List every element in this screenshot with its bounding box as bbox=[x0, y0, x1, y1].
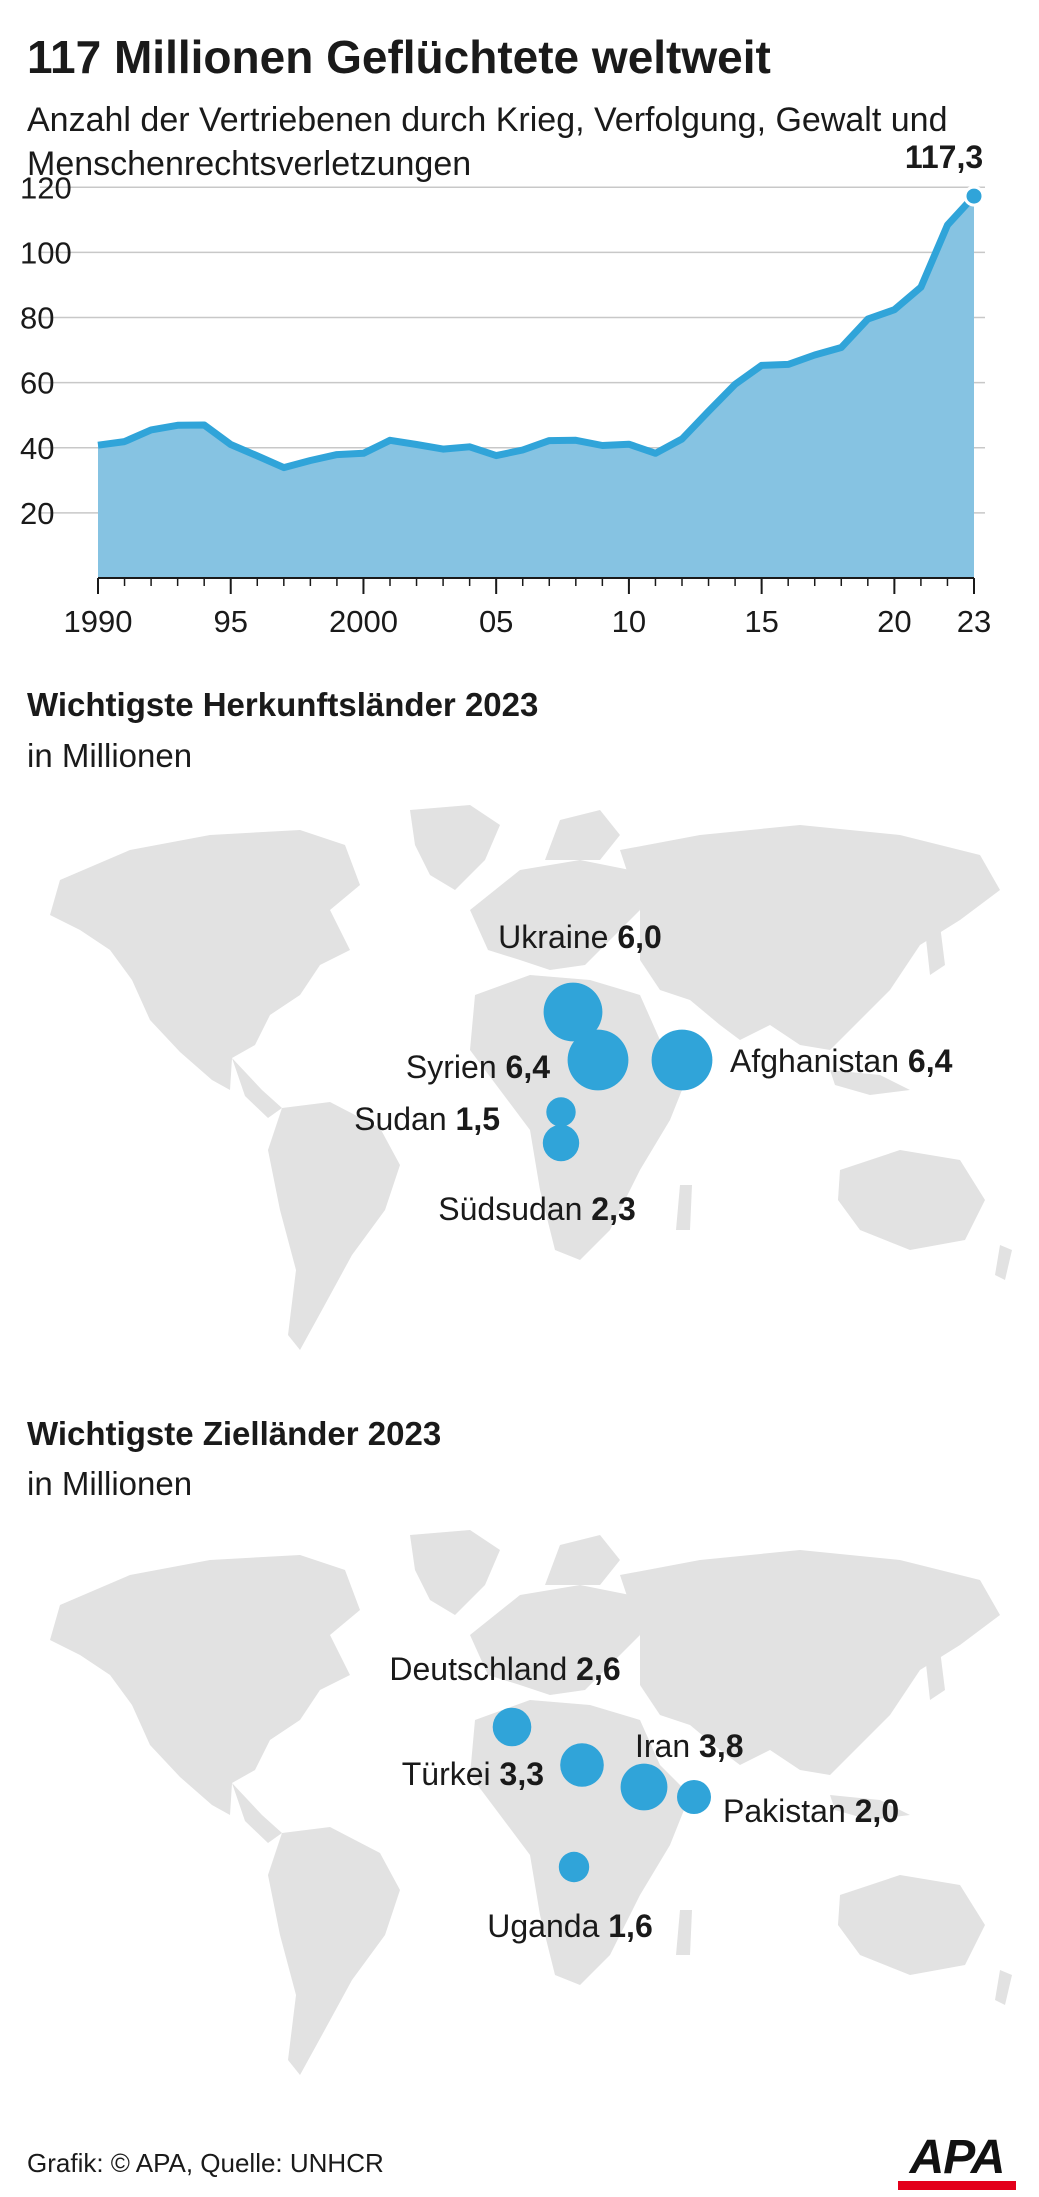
y-tick-label: 40 bbox=[20, 431, 54, 466]
land-shape bbox=[676, 1185, 692, 1230]
y-tick-label: 80 bbox=[20, 301, 54, 336]
land-shape bbox=[995, 1970, 1012, 2005]
x-tick-label: 05 bbox=[479, 604, 513, 639]
land-shape bbox=[925, 925, 945, 975]
country-value: 6,4 bbox=[908, 1043, 953, 1079]
bubble-deutschland bbox=[492, 1707, 532, 1747]
x-tick-label: 2000 bbox=[329, 604, 398, 639]
y-tick-label: 100 bbox=[20, 235, 72, 270]
land-shape bbox=[830, 1795, 910, 1820]
country-name: Syrien bbox=[406, 1049, 506, 1085]
country-value: 3,3 bbox=[500, 1756, 544, 1792]
bubble-label: Südsudan 2,3 bbox=[438, 1191, 636, 1227]
land-shape bbox=[232, 1058, 282, 1118]
x-tick-label: 20 bbox=[877, 604, 911, 639]
bubble-label: Afghanistan 6,4 bbox=[730, 1043, 953, 1079]
highlight-point bbox=[963, 185, 985, 207]
bubble-afghanistan bbox=[651, 1029, 713, 1091]
map-land bbox=[50, 805, 1012, 1350]
bubble-südsudan bbox=[542, 1124, 580, 1162]
country-value: 1,5 bbox=[456, 1101, 500, 1137]
land-shape bbox=[232, 1783, 282, 1843]
x-tick-label: 1990 bbox=[64, 604, 133, 639]
highlight-label: 117,3 bbox=[905, 139, 983, 175]
land-shape bbox=[470, 1585, 640, 1695]
land-shape bbox=[50, 830, 360, 1090]
country-name: Ukraine bbox=[498, 919, 617, 955]
country-name: Südsudan bbox=[438, 1191, 591, 1227]
country-name: Iran bbox=[635, 1728, 699, 1764]
land-shape bbox=[838, 1150, 985, 1250]
x-tick-label: 15 bbox=[744, 604, 778, 639]
bubble-uganda bbox=[558, 1851, 590, 1883]
country-name: Deutschland bbox=[389, 1651, 576, 1687]
series-line bbox=[97, 193, 977, 472]
bubble-türkei bbox=[560, 1743, 604, 1787]
land-shape bbox=[620, 825, 1000, 1050]
bubble-label: Türkei 3,3 bbox=[402, 1756, 544, 1792]
y-tick-label: 60 bbox=[20, 366, 54, 401]
bubble-pakistan bbox=[677, 1780, 711, 1814]
land-shape bbox=[620, 1550, 1000, 1775]
bubble-label: Pakistan 2,0 bbox=[723, 1793, 899, 1829]
page-subtitle: Anzahl der Vertriebenen durch Krieg, Ver… bbox=[27, 101, 948, 183]
country-value: 6,0 bbox=[617, 919, 661, 955]
country-value: 1,6 bbox=[608, 1908, 652, 1944]
source-credit: Grafik: © APA, Quelle: UNHCR bbox=[27, 2148, 384, 2178]
bubble-ukraine bbox=[543, 982, 603, 1042]
land-shape bbox=[830, 1070, 910, 1095]
land-shape bbox=[995, 1245, 1012, 1280]
country-value: 6,4 bbox=[506, 1049, 551, 1085]
bubble-syrien bbox=[567, 1029, 629, 1091]
destination-world-map: Deutschland 2,6 Iran 3,8 Türkei 3,3 Pakista… bbox=[50, 1530, 1012, 2075]
land-shape bbox=[268, 1102, 400, 1350]
origin-section-title: Wichtigste Herkunftsländer 2023 bbox=[27, 686, 539, 723]
x-tick-label: 95 bbox=[213, 604, 247, 639]
country-name: Afghanistan bbox=[730, 1043, 908, 1079]
land-shape bbox=[470, 975, 690, 1260]
bubble-sudan bbox=[546, 1097, 576, 1127]
land-shape bbox=[838, 1875, 985, 1975]
bubble-label: Ukraine 6,0 bbox=[498, 919, 662, 955]
refugee-area-chart: 20 40 60 80 100 120 1990 95 2000 05 10 15 20 23 117,3 bbox=[20, 139, 991, 639]
land-shape bbox=[676, 1910, 692, 1955]
x-tick-label: 10 bbox=[612, 604, 646, 639]
destination-section-title: Wichtigste Zielländer 2023 bbox=[27, 1415, 442, 1452]
country-value: 3,8 bbox=[699, 1728, 743, 1764]
area-fill bbox=[98, 196, 974, 578]
land-shape bbox=[545, 810, 620, 860]
y-tick-label: 20 bbox=[20, 496, 54, 531]
origin-section-unit: in Millionen bbox=[27, 737, 193, 774]
bubble-label: Uganda 1,6 bbox=[487, 1908, 652, 1944]
land-shape bbox=[50, 1555, 360, 1815]
land-shape bbox=[410, 1530, 500, 1615]
bubble-label: Deutschland 2,6 bbox=[389, 1651, 620, 1687]
country-name: Pakistan bbox=[723, 1793, 855, 1829]
page-title: 117 Millionen Geflüchtete weltweit bbox=[27, 31, 771, 83]
country-name: Sudan bbox=[354, 1101, 455, 1137]
land-shape bbox=[545, 1535, 620, 1585]
country-value: 2,0 bbox=[855, 1793, 899, 1829]
destination-section-unit: in Millionen bbox=[27, 1465, 193, 1502]
land-shape bbox=[470, 860, 640, 970]
bubble-label: Syrien 6,4 bbox=[406, 1049, 550, 1085]
x-tick-label: 23 bbox=[957, 604, 991, 639]
country-value: 2,6 bbox=[576, 1651, 620, 1687]
land-shape bbox=[268, 1827, 400, 2075]
bubble-iran bbox=[620, 1763, 668, 1811]
apa-logo: APA bbox=[898, 2131, 1016, 2190]
country-value: 2,3 bbox=[591, 1191, 635, 1227]
country-name: Uganda bbox=[487, 1908, 608, 1944]
bubble-label: Sudan 1,5 bbox=[354, 1101, 500, 1137]
land-shape bbox=[410, 805, 500, 890]
country-name: Türkei bbox=[402, 1756, 500, 1792]
y-tick-label: 120 bbox=[20, 170, 72, 205]
bubble-label: Iran 3,8 bbox=[635, 1728, 744, 1764]
land-shape bbox=[925, 1650, 945, 1700]
